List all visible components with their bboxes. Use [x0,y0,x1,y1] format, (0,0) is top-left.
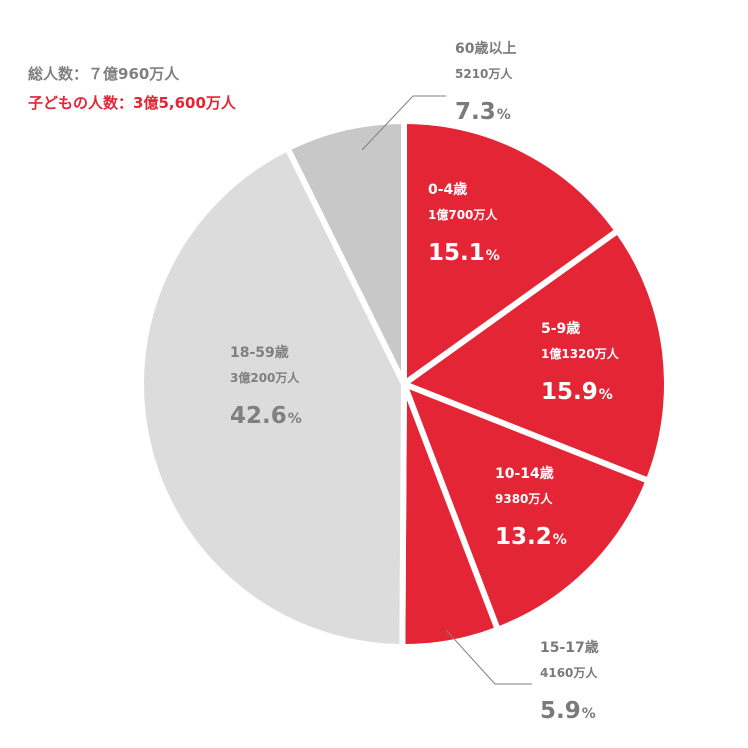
slice-label-18-59: 18-59歳 3億200万人 42.6% [230,344,302,429]
slice-percent-label: 15.9% [541,379,613,405]
slice-labels: 0-4歳 1億700万人 15.1% 5-9歳 1億1320万人 15.9% 10-14歳 9… [230,40,620,724]
leader-line-15-17 [445,629,532,685]
slice-value-label: 9380万人 [495,491,553,506]
slice-name-label: 10-14歳 [495,465,554,482]
total-population-label: 総人数：７億960万人 [28,65,180,83]
slice-label-10-14: 10-14歳 9380万人 13.2% [495,465,567,550]
slice-name-label: 60歳以上 [455,40,516,57]
slice-percent-label: 5.9% [540,698,596,724]
pie-slice-5-9 [397,226,670,485]
slice-percent-label: 42.6% [230,403,302,429]
slice-label-15-17: 15-17歳 4160万人 5.9% [540,639,599,724]
slice-label-0-4: 0-4歳 1億700万人 15.1% [428,181,500,266]
slice-value-label: 4160万人 [540,665,598,680]
slice-name-label: 18-59歳 [230,344,289,361]
slice-value-label: 5210万人 [455,66,513,81]
children-population-label: 子どもの人数：3億5,600万人 [28,94,236,112]
pie-slice-0-4 [401,117,622,390]
pie-slice-10-14 [398,378,653,634]
pie-slice-18-59 [137,144,408,651]
leader-lines [361,95,532,685]
pie-slice-60-plus [283,117,407,386]
slice-value-label: 1億1320万人 [541,346,620,361]
slice-value-label: 3億200万人 [230,370,300,385]
slice-name-label: 15-17歳 [540,639,599,656]
slice-label-60-plus: 60歳以上 5210万人 7.3% [455,40,516,125]
slice-name-label: 0-4歳 [428,181,467,198]
slice-percent-label: 15.1% [428,240,500,266]
slice-value-label: 1億700万人 [428,207,498,222]
pie-slices [137,117,670,651]
slice-label-5-9: 5-9歳 1億1320万人 15.9% [541,320,620,405]
slice-name-label: 5-9歳 [541,320,580,337]
leader-line-60-plus [361,95,446,151]
slice-percent-label: 13.2% [495,524,567,550]
slice-percent-label: 7.3% [455,99,511,125]
